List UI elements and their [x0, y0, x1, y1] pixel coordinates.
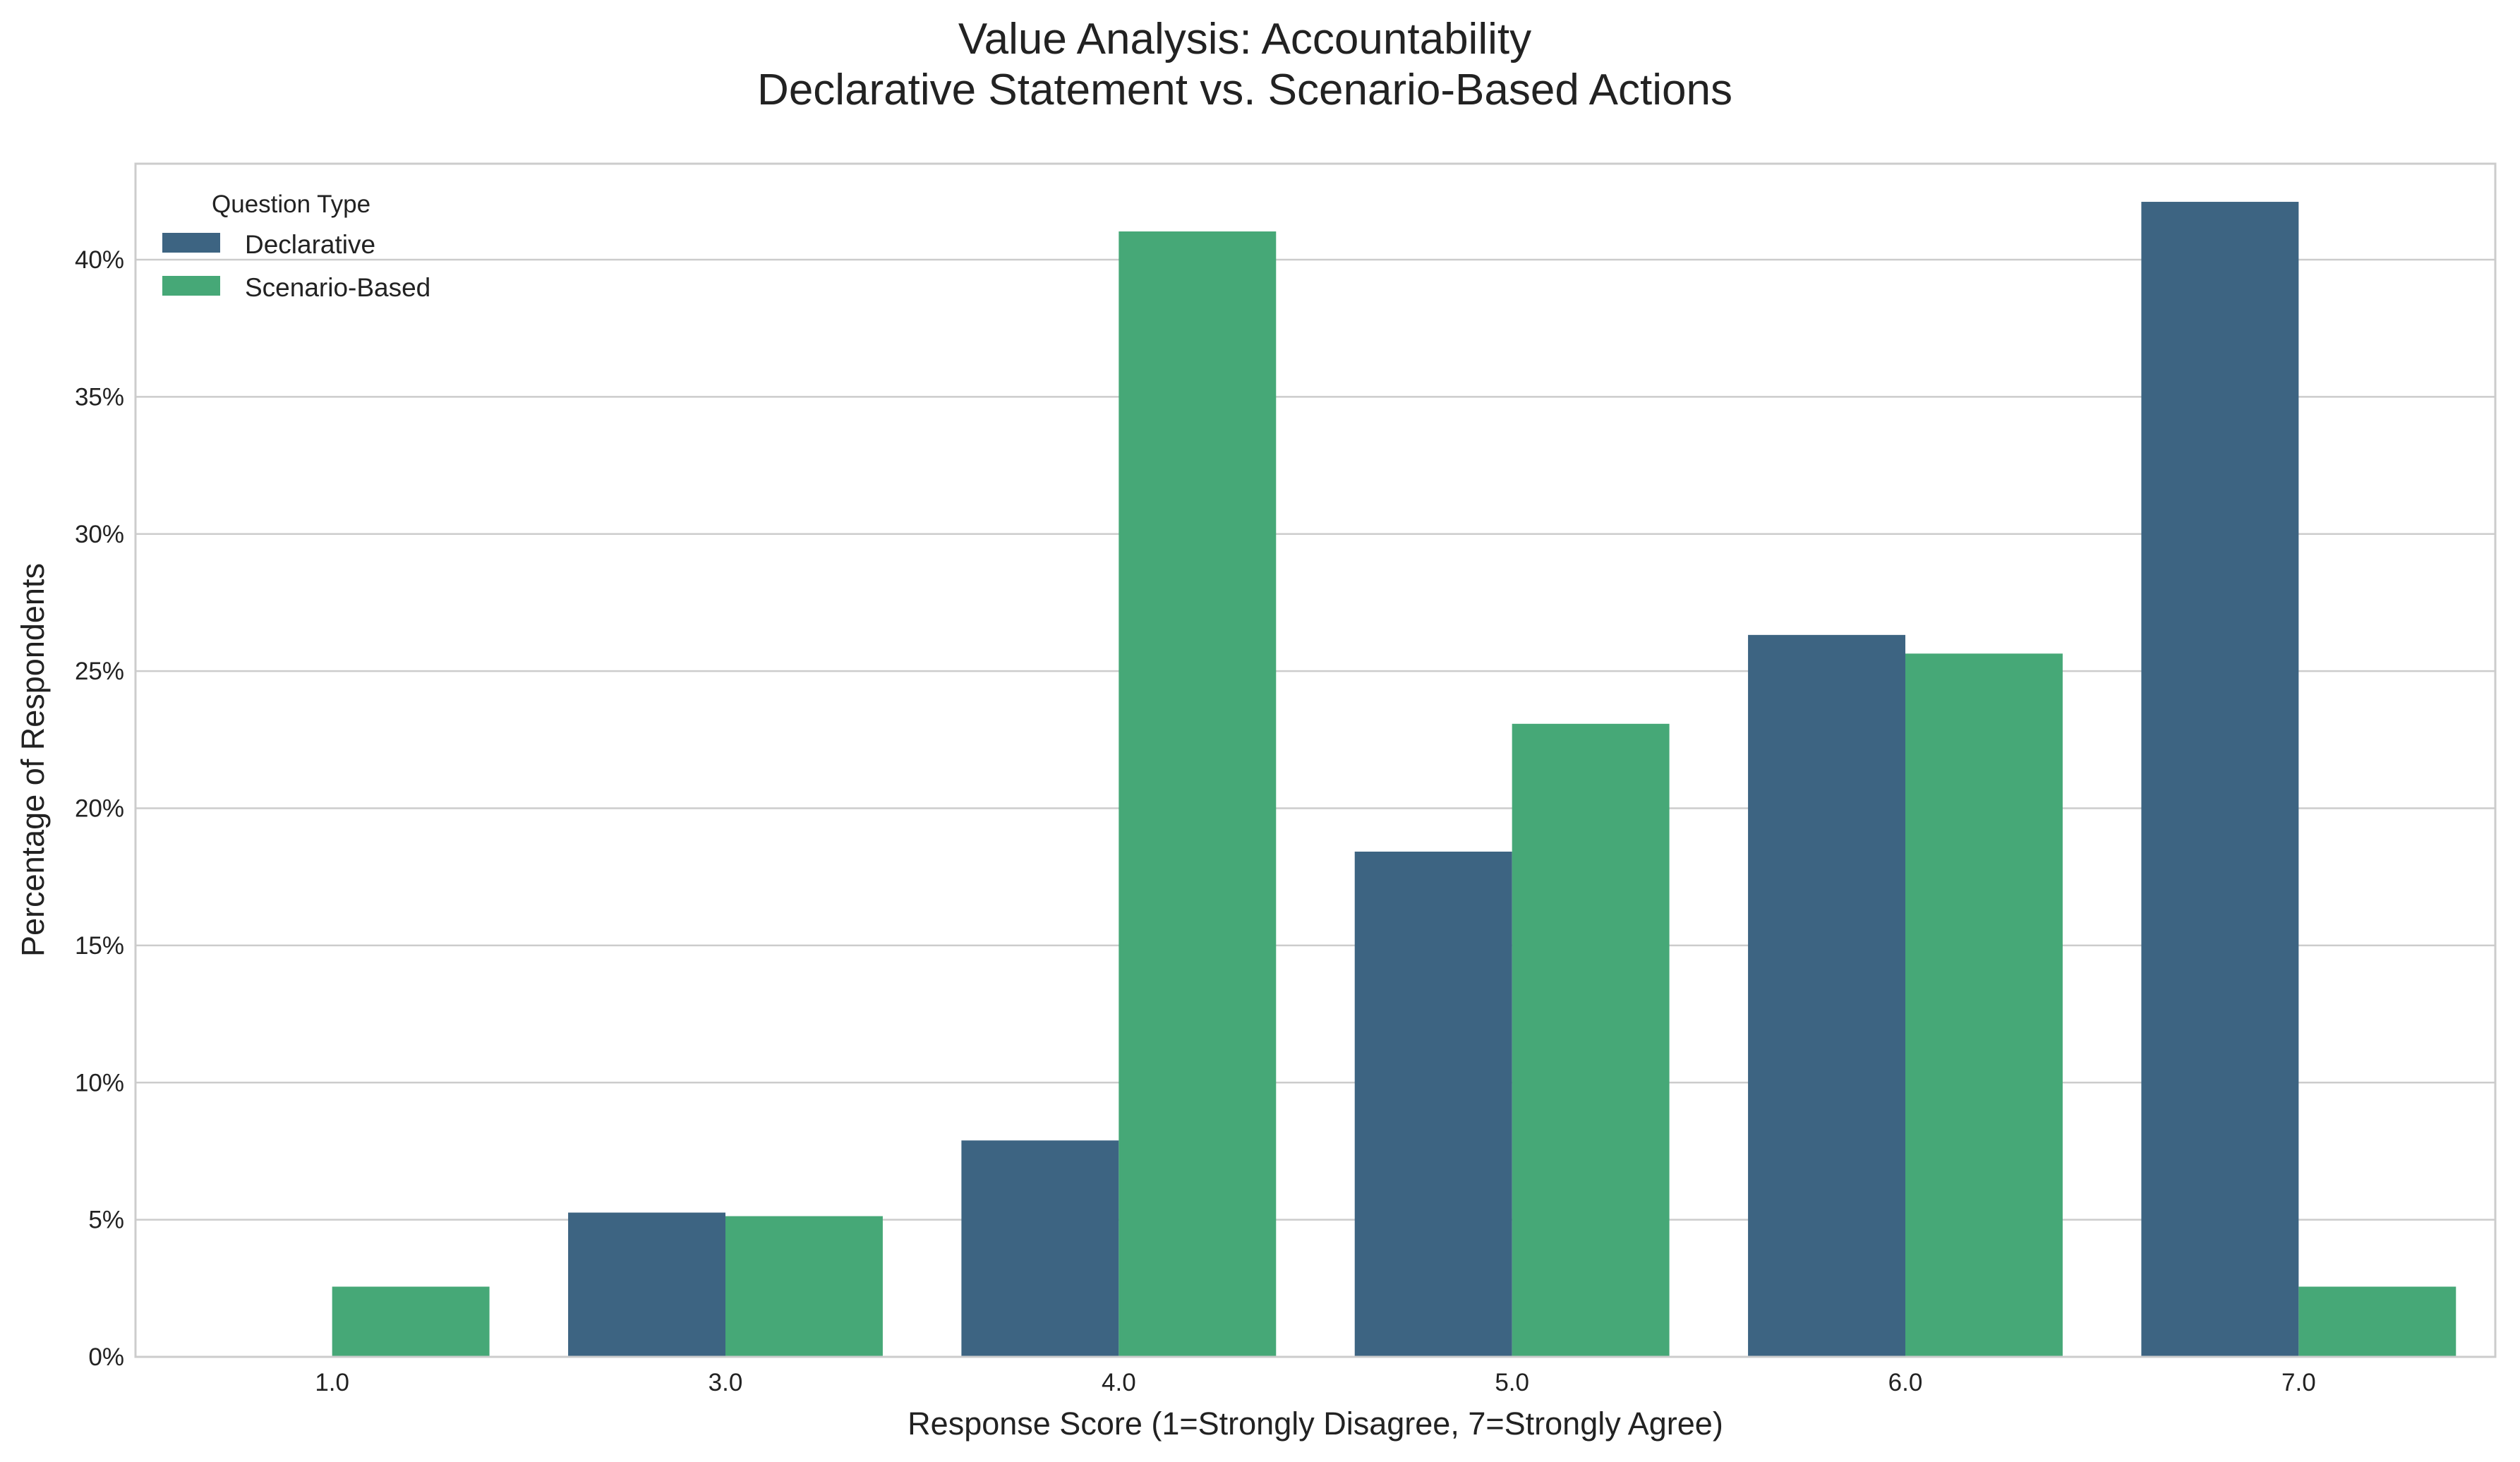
y-tick-label: 15%: [75, 932, 124, 960]
y-tick-label: 30%: [75, 521, 124, 548]
x-tick-label: 6.0: [1888, 1369, 1923, 1396]
chart-title: Value Analysis: Accountability: [958, 15, 1531, 64]
x-axis-label: Response Score (1=Strongly Disagree, 7=S…: [908, 1406, 1723, 1442]
legend-label-scenario-based: Scenario-Based: [245, 273, 430, 302]
bar-declarative-6-0: [1748, 634, 1905, 1357]
y-tick-label: 10%: [75, 1069, 124, 1096]
legend: Question Type Declarative Scenario-Based: [162, 191, 430, 302]
bar-declarative-3-0: [568, 1212, 725, 1357]
legend-swatch-scenario-based: [162, 276, 220, 296]
bar-declarative-7-0: [2141, 202, 2299, 1358]
y-tick-label: 40%: [75, 246, 124, 274]
y-tick-label: 20%: [75, 795, 124, 823]
x-tick-label: 3.0: [709, 1369, 743, 1396]
bar-scenario-based-1-0: [332, 1286, 490, 1357]
bar-declarative-4-0: [961, 1140, 1119, 1357]
y-axis-label: Percentage of Respondents: [15, 563, 51, 957]
plot-frame: [134, 162, 2497, 1358]
bar-scenario-based-3-0: [725, 1216, 883, 1357]
bar-scenario-based-7-0: [2298, 1286, 2456, 1357]
y-tick-label: 25%: [75, 658, 124, 685]
x-tick-label: 7.0: [2281, 1369, 2316, 1396]
legend-label-declarative: Declarative: [245, 230, 375, 259]
bar-scenario-based-5-0: [1512, 723, 1670, 1357]
bar-declarative-5-0: [1354, 851, 1512, 1357]
y-tick-label: 0%: [88, 1343, 124, 1371]
bars: [332, 202, 2456, 1358]
x-tick-label: 4.0: [1102, 1369, 1136, 1396]
chart-subtitle: Declarative Statement vs. Scenario-Based…: [757, 66, 1732, 114]
x-tick-label: 5.0: [1495, 1369, 1529, 1396]
legend-title: Question Type: [212, 191, 370, 218]
y-tick-label: 5%: [88, 1207, 124, 1234]
bar-scenario-based-6-0: [1905, 653, 2063, 1357]
legend-swatch-declarative: [162, 233, 220, 253]
y-tick-labels: 0% 5% 10% 15% 20% 25% 30% 35% 40%: [75, 246, 124, 1371]
x-tick-label: 1.0: [315, 1369, 349, 1396]
y-tick-label: 35%: [75, 383, 124, 411]
bar-scenario-based-4-0: [1119, 231, 1277, 1357]
x-tick-labels: 1.0 3.0 4.0 5.0 6.0 7.0: [315, 1369, 2315, 1396]
